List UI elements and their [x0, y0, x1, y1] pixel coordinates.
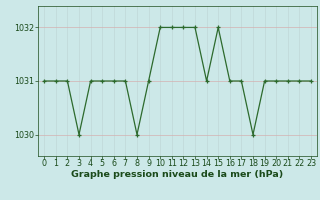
X-axis label: Graphe pression niveau de la mer (hPa): Graphe pression niveau de la mer (hPa): [71, 170, 284, 179]
